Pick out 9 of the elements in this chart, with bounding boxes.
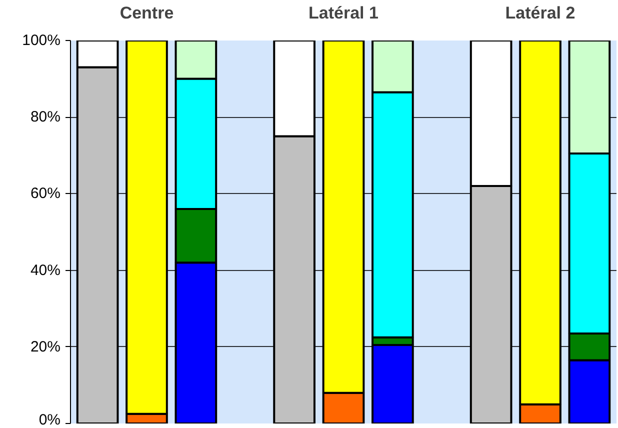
- y-tick-label: 100%: [22, 32, 61, 49]
- y-tick-label: 40%: [30, 262, 61, 279]
- x-tick-label: Latéral 1: [308, 4, 378, 22]
- x-tick-label: Latéral 2: [505, 4, 576, 22]
- y-tick-label: 20%: [30, 338, 61, 356]
- y-tick-label: 60%: [30, 185, 61, 202]
- y-tick-label: 0%: [38, 412, 61, 428]
- y-tick-label: 80%: [30, 108, 61, 126]
- x-tick-label: Centre: [120, 4, 174, 22]
